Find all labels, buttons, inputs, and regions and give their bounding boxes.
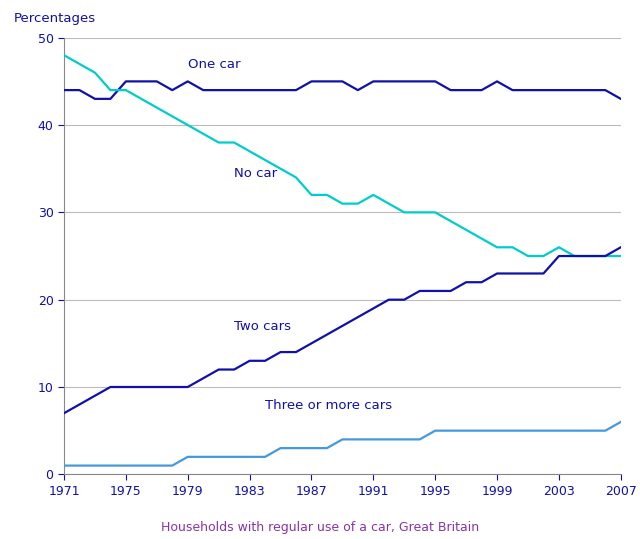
Text: Two cars: Two cars bbox=[234, 320, 291, 333]
Text: Percentages: Percentages bbox=[14, 12, 96, 25]
Text: No car: No car bbox=[234, 168, 277, 181]
Text: Three or more cars: Three or more cars bbox=[265, 399, 392, 412]
Text: Households with regular use of a car, Great Britain: Households with regular use of a car, Gr… bbox=[161, 521, 479, 534]
Text: One car: One car bbox=[188, 58, 240, 71]
